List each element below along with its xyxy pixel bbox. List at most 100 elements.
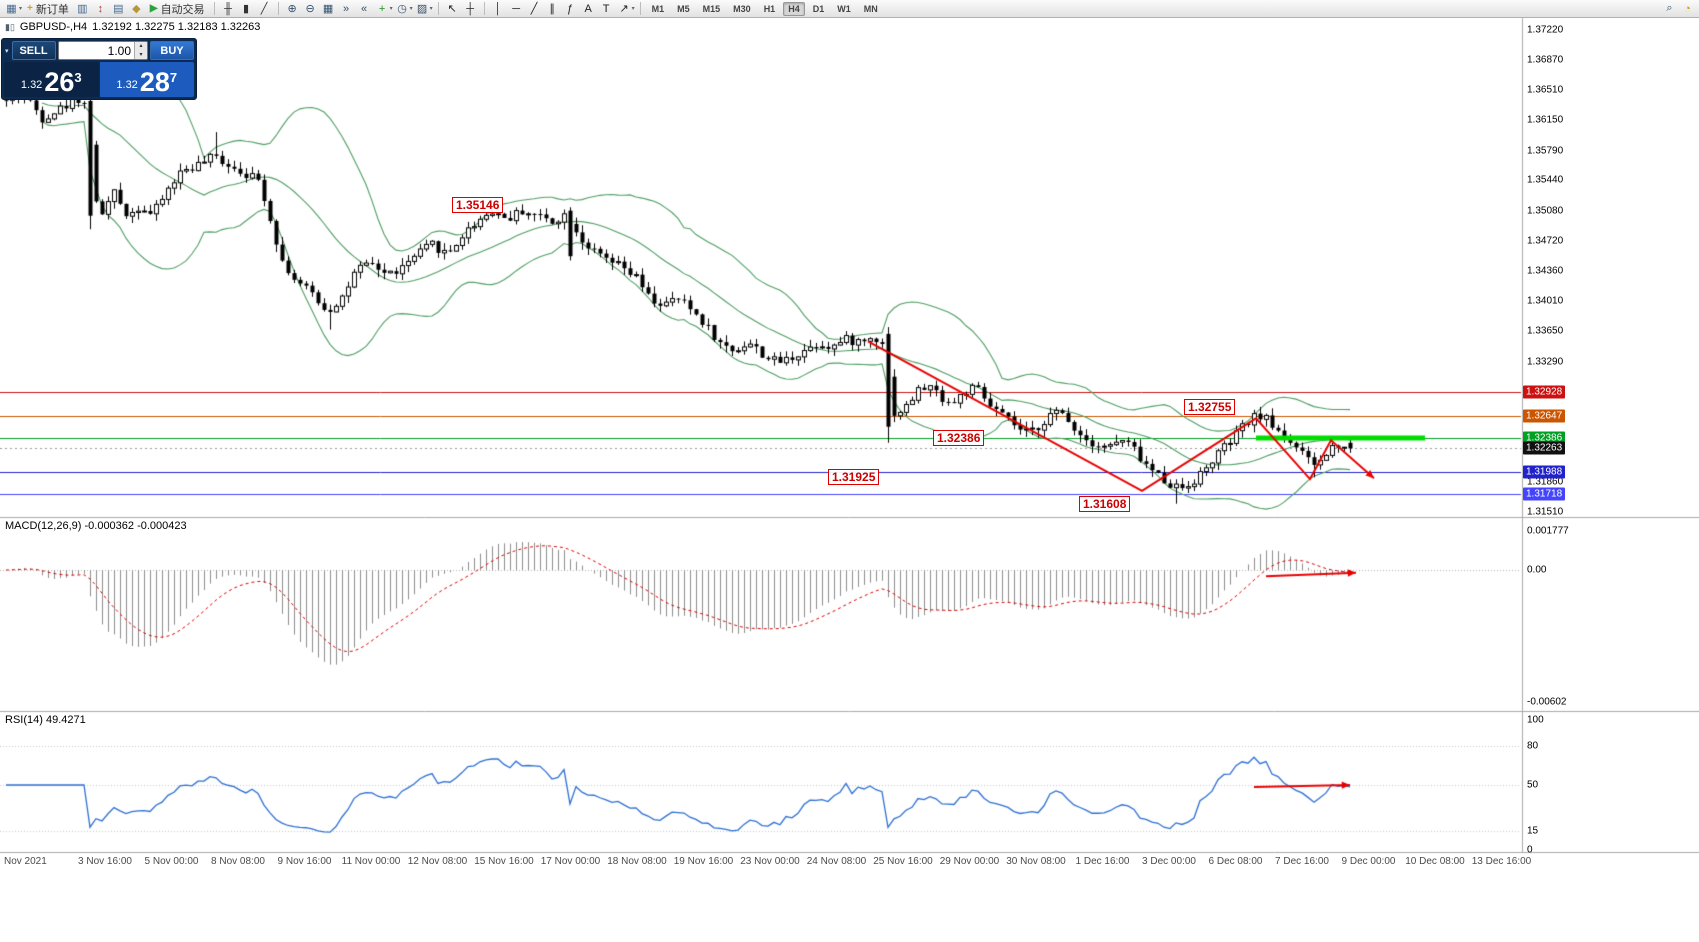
vertical-line-icon[interactable]: │	[494, 2, 502, 15]
time-axis-label: 11 Nov 00:00	[341, 856, 401, 867]
price-axis-label: 1.34010	[1527, 295, 1564, 307]
price-annotation[interactable]: 1.31608	[1079, 495, 1131, 512]
timeframe-h4[interactable]: H4	[783, 1, 805, 16]
volume-input[interactable]	[58, 42, 134, 59]
timeframe-mn[interactable]: MN	[863, 3, 878, 14]
time-axis-label: 13 Dec 16:00	[1471, 856, 1532, 867]
price-annotation[interactable]: 1.32755	[1184, 398, 1236, 415]
main-toolbar: ▦ ▾ + 新订单 ▥ ↕ ▤ ◆ ▶ 自动交易 ╫ ▮ ╱ ⊕ ⊖ ▦» «+ ▾ ◷ ▾ ▨ ▾ ↖ ┼ │ ─ ╱ ∥ ƒ A T ↗ ▾…	[0, 0, 1699, 18]
trendline-icon[interactable]: ╱	[530, 3, 538, 15]
text-label-icon[interactable]: T	[602, 2, 610, 15]
timeframe-m1[interactable]: M1	[651, 3, 665, 14]
toolbar-separator	[437, 2, 439, 15]
text-icon[interactable]: A	[584, 2, 592, 15]
price-axis-tag: 1.32647	[1523, 409, 1566, 423]
price-axis-label: 1.35440	[1527, 174, 1564, 186]
collapse-arrow-icon[interactable]: ▾	[5, 47, 9, 55]
tile-windows-icon[interactable]: ▦	[322, 3, 334, 15]
auto-scroll-icon[interactable]: »	[343, 2, 350, 15]
new-chart-icon[interactable]: ▦	[6, 3, 17, 15]
sell-price-button[interactable]: 1.32 26 3	[4, 62, 100, 97]
chart-shift-icon[interactable]: «	[361, 2, 368, 15]
new-order-button-label: 新订单	[35, 3, 69, 16]
horizontal-line-icon[interactable]: ─	[512, 2, 520, 15]
sell-price-big: 26	[44, 67, 75, 97]
timeframe-h1[interactable]: H1	[763, 3, 776, 14]
arrows-icon-dropdown[interactable]: ▾	[631, 6, 635, 12]
candlestick-chart-icon[interactable]: ▮	[243, 3, 250, 15]
price-axis-label: 1.34720	[1527, 235, 1564, 247]
price-annotation[interactable]: 1.31925	[828, 468, 880, 485]
templates-icon-dropdown[interactable]: ▾	[429, 6, 433, 12]
timeframe-m5[interactable]: M5	[677, 3, 690, 14]
rsi-axis-label: 80	[1527, 740, 1539, 752]
periods-icon-dropdown[interactable]: ▾	[409, 6, 413, 12]
price-axis-label: 1.31510	[1527, 506, 1564, 518]
navigator-icon[interactable]: ◆	[132, 3, 141, 15]
zoom-in-icon[interactable]: ⊕	[287, 3, 297, 15]
sell-price-pip: 3	[74, 70, 82, 85]
toolbar-separator	[483, 2, 485, 15]
periods-icon[interactable]: ◷	[397, 3, 407, 15]
price-axis-label: 1.35080	[1527, 205, 1564, 217]
price-axis-label: 1.36870	[1527, 54, 1564, 66]
toolbar-separator	[277, 2, 279, 15]
buy-price-button[interactable]: 1.32 28 7	[99, 62, 194, 97]
time-axis-label: 17 Nov 00:00	[540, 856, 601, 867]
price-axis-label: 1.37220	[1527, 24, 1564, 36]
macd-values: -0.000362 -0.000423	[84, 520, 187, 532]
volume-down-button[interactable]: ▾	[135, 50, 147, 59]
buy-button[interactable]: BUY	[150, 41, 194, 60]
new-chart-icon-dropdown[interactable]: ▾	[19, 6, 23, 12]
time-axis-label: 23 Nov 00:00	[740, 856, 800, 867]
fibonacci-icon[interactable]: ƒ	[567, 2, 574, 15]
alerts-icon[interactable]: ◔	[1684, 2, 1691, 15]
search-icon[interactable]: ⌕	[1666, 2, 1673, 14]
new-order-button[interactable]: + 新订单	[23, 1, 73, 17]
mini-candles-icon: ▮▯	[5, 21, 15, 32]
time-axis-label: 5 Nov 00:00	[144, 856, 199, 867]
timeframe-d1[interactable]: D1	[812, 3, 825, 14]
crosshair-icon[interactable]: ┼	[466, 2, 474, 15]
time-axis-label: 24 Nov 08:00	[806, 856, 867, 867]
cursor-icon[interactable]: ↖	[447, 3, 457, 15]
profiles-icon[interactable]: ▥	[77, 3, 88, 15]
new-order-button-icon: +	[27, 3, 33, 14]
zoom-out-icon[interactable]: ⊖	[305, 3, 315, 15]
rsi-axis-label: 100	[1527, 714, 1544, 726]
line-chart-icon[interactable]: ╱	[260, 3, 268, 15]
price-axis-label: 1.36150	[1527, 114, 1564, 126]
timeframe-m15[interactable]: M15	[702, 3, 721, 14]
macd-axis-label: 0.001777	[1527, 525, 1569, 537]
indicators-icon-dropdown[interactable]: ▾	[389, 6, 393, 12]
buy-price-pip: 7	[169, 70, 178, 85]
toolbar-separator	[639, 2, 641, 15]
time-axis-label: 9 Dec 00:00	[1341, 856, 1396, 867]
timeframe-m30[interactable]: M30	[733, 3, 751, 14]
symbol-ohlc: 1.32192 1.32275 1.32183 1.32263	[92, 21, 261, 33]
symbol-header: ▮▯ GBPUSD-,H4 1.32192 1.32275 1.32183 1.…	[5, 21, 260, 33]
macd-axis-label: 0.00	[1527, 564, 1547, 576]
equidistant-channel-icon[interactable]: ∥	[549, 3, 555, 15]
arrows-icon[interactable]: ↗	[619, 3, 629, 15]
price-annotation[interactable]: 1.32386	[933, 430, 985, 447]
price-axis-label: 1.36510	[1527, 84, 1564, 96]
price-axis-tag: 1.32928	[1523, 385, 1566, 399]
volume-up-button[interactable]: ▴	[135, 42, 147, 51]
time-axis-label: 15 Nov 16:00	[474, 856, 534, 867]
price-annotation[interactable]: 1.35146	[452, 197, 504, 214]
timeframe-w1[interactable]: W1	[837, 3, 851, 14]
volume-field: ▴ ▾	[57, 41, 148, 60]
indicators-icon[interactable]: +	[378, 2, 386, 15]
auto-trading-button[interactable]: ▶ 自动交易	[146, 1, 209, 17]
time-axis-label: 25 Nov 16:00	[873, 856, 933, 867]
sell-button[interactable]: SELL	[11, 41, 56, 60]
data-window-icon[interactable]: ▤	[113, 3, 124, 15]
market-watch-icon[interactable]: ↕	[97, 2, 104, 15]
time-axis-label: 8 Nov 08:00	[211, 856, 265, 867]
rsi-axis-label: 0	[1527, 844, 1533, 856]
bar-chart-icon[interactable]: ╫	[224, 2, 232, 15]
templates-icon[interactable]: ▨	[416, 3, 428, 15]
rsi-axis-label: 15	[1527, 825, 1539, 836]
rsi-value: 49.4271	[45, 714, 86, 726]
